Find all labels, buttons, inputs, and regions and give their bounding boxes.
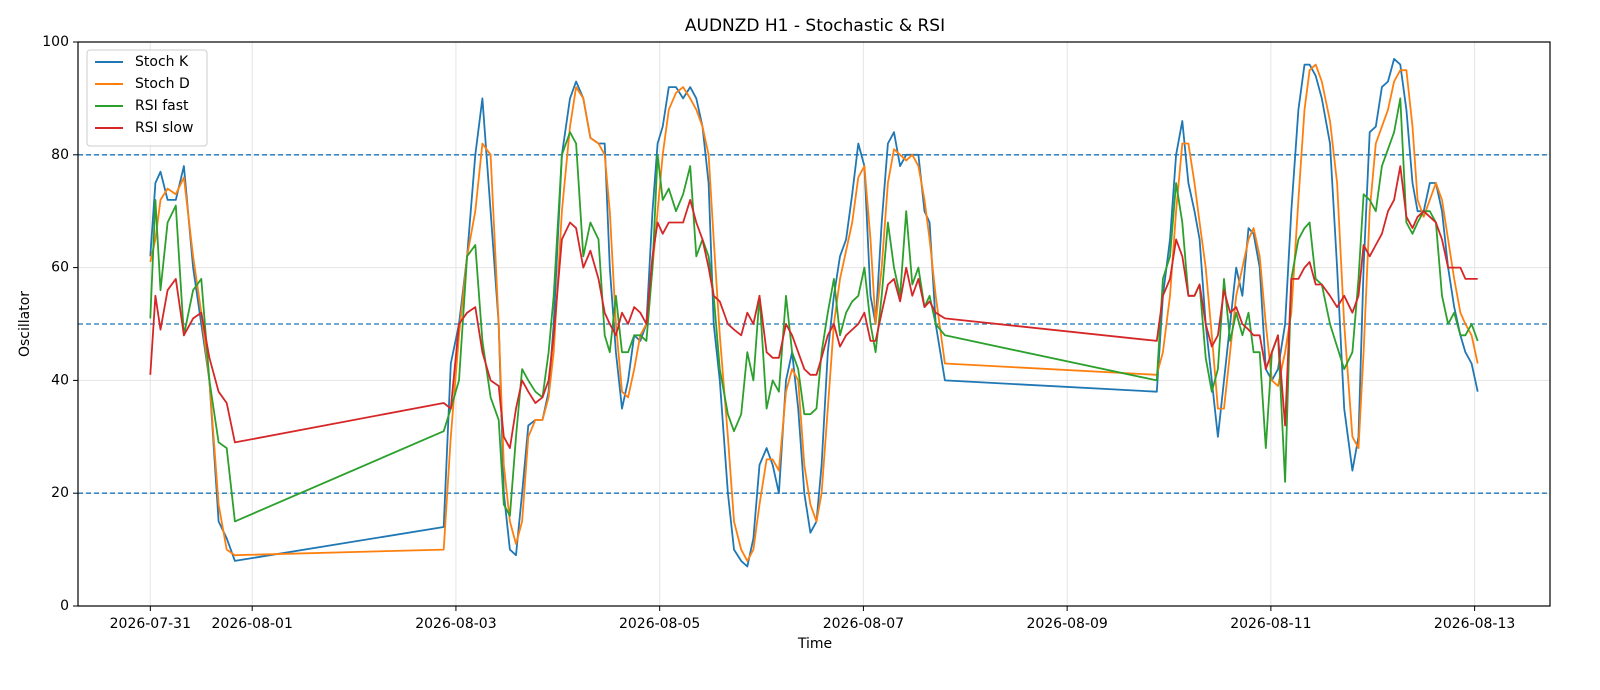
x-axis-label: Time (797, 636, 832, 652)
y-tick-label: 20 (51, 485, 69, 501)
legend-label: RSI fast (135, 98, 189, 114)
line-series (149, 58, 1479, 568)
x-tick-label: 2026-08-09 (1026, 616, 1107, 632)
y-tick-label: 60 (51, 260, 69, 276)
legend-label: Stoch D (135, 76, 190, 92)
line-series (149, 165, 1478, 449)
line-series (149, 63, 1479, 562)
legend: Stoch K Stoch D RSI fast RSI slow (86, 49, 208, 147)
x-tick-label: 2026-07-31 (110, 616, 191, 632)
legend-label: RSI slow (135, 120, 193, 136)
legend-label: Stoch K (135, 54, 189, 70)
x-tick-label: 2026-08-13 (1434, 616, 1515, 632)
y-tick-label: 80 (51, 147, 69, 163)
legend-box (86, 49, 208, 147)
y-tick-label: 40 (51, 372, 69, 388)
x-tick-label: 2026-08-05 (619, 616, 700, 632)
chart-title: AUDNZD H1 - Stochastic & RSI (685, 16, 945, 36)
line-series (149, 97, 1479, 523)
x-tick-label: 2026-08-07 (823, 616, 904, 632)
y-axis-label: Oscillator (17, 291, 33, 357)
plot-frame (77, 41, 1551, 607)
x-tick-label: 2026-08-01 (212, 616, 293, 632)
x-tick-label: 2026-08-11 (1230, 616, 1311, 632)
x-tick-label: 2026-08-03 (415, 616, 496, 632)
y-tick-label: 0 (60, 598, 69, 614)
y-tick-label: 100 (42, 34, 69, 50)
